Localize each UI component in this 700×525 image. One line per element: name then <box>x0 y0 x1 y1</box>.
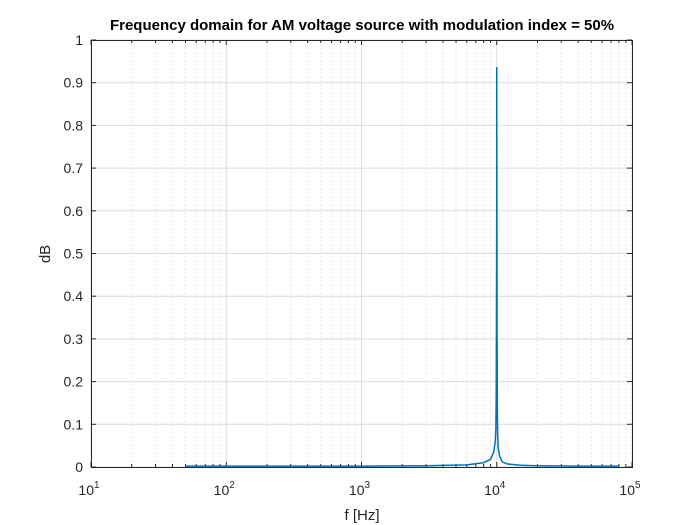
y-tick-label: 0 <box>75 459 83 475</box>
y-tick-label: 0.2 <box>64 374 84 390</box>
y-axis-label: dB <box>37 245 54 263</box>
y-tick-label: 0.4 <box>64 288 84 304</box>
x-tick-label: 104 <box>484 480 506 498</box>
y-tick-label: 0.3 <box>64 331 84 347</box>
series <box>185 67 619 467</box>
x-tick-label: 101 <box>78 480 100 498</box>
series-line <box>185 67 619 467</box>
y-tick-label: 0.8 <box>64 117 84 133</box>
y-tick-label: 0.7 <box>64 160 84 176</box>
y-tick-label: 0.9 <box>64 75 84 91</box>
x-tick-label: 105 <box>619 480 641 498</box>
x-tick-label: 102 <box>214 480 236 498</box>
y-tick-label: 1 <box>75 32 83 48</box>
chart-title: Frequency domain for AM voltage source w… <box>110 17 614 34</box>
y-tick-label: 0.1 <box>64 416 84 432</box>
y-tick-label: 0.5 <box>64 246 84 262</box>
plot-frame <box>91 40 633 468</box>
axis-ticks: 101 102 103 104 105 0 0.1 0.2 0.3 0.4 0.5 0.6 0.7 0.8… <box>64 32 641 498</box>
grid <box>90 39 633 468</box>
x-tick-label: 103 <box>349 480 371 498</box>
x-axis-label: f [Hz] <box>344 507 379 524</box>
y-tick-label: 0.6 <box>64 203 84 219</box>
